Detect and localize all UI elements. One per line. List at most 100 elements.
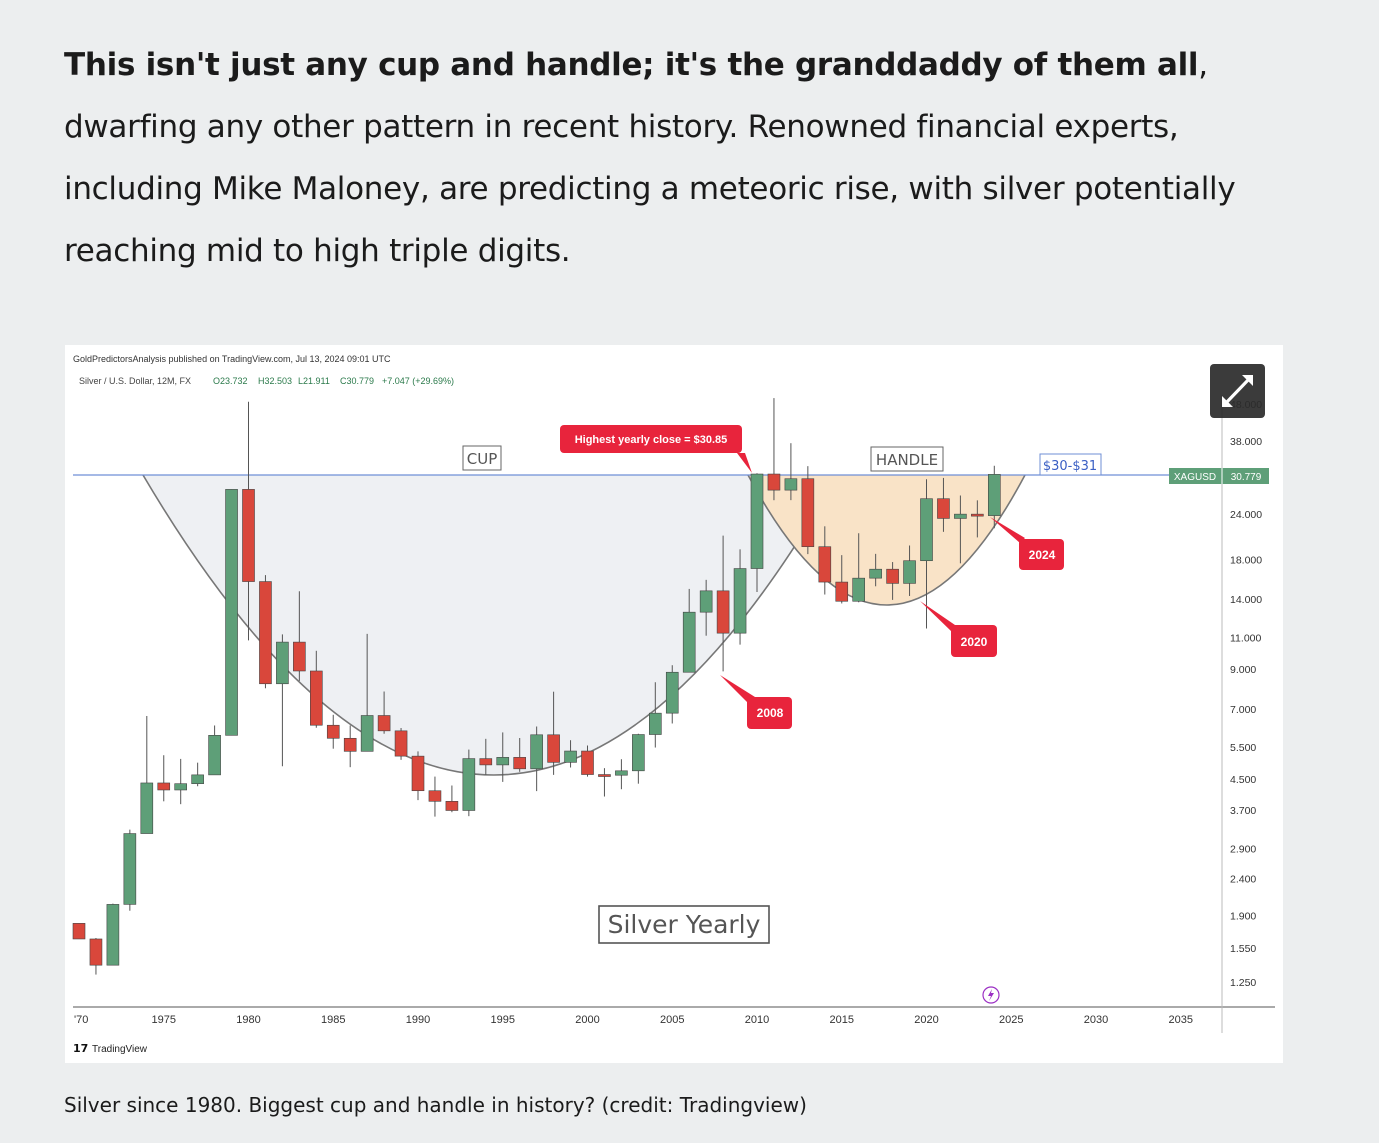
candle-body (89, 938, 103, 966)
candle-body (411, 755, 425, 792)
callout-2020: 2020 (920, 601, 997, 657)
y-tick-label: 3.700 (1230, 805, 1256, 817)
candle-body (648, 712, 662, 735)
chart-card: GoldPredictorsAnalysis published on Trad… (65, 345, 1283, 1063)
candle-1998 (547, 691, 560, 775)
ohlc-change: +7.047 (+29.69%) (382, 376, 454, 386)
candle-body (987, 474, 1001, 516)
candle-1992 (445, 785, 459, 813)
candle-1979 (225, 489, 238, 736)
intro-bold-lead: This isn't just any cup and handle; it's… (64, 47, 1199, 83)
candle-1974 (140, 715, 154, 834)
x-tick-label: 2005 (660, 1014, 684, 1026)
candle-1989 (394, 728, 408, 760)
candle-body (106, 904, 120, 966)
expand-arrows-icon (1222, 375, 1253, 407)
range-label-text: $30-$31 (1043, 459, 1097, 474)
x-tick-label: 1990 (406, 1014, 430, 1026)
candle-body (428, 790, 442, 802)
candle-2012 (784, 443, 798, 501)
cup-label: CUP (462, 445, 502, 471)
candle-body (208, 735, 221, 776)
y-tick-label: 1.550 (1230, 943, 1256, 955)
highest-close-text: Highest yearly close = $30.85 (575, 434, 728, 446)
x-tick-label: 1985 (321, 1014, 345, 1026)
candle-2020 (920, 479, 933, 629)
candle-body (937, 498, 950, 519)
candle-2005 (665, 665, 679, 724)
candle-1971 (89, 938, 103, 975)
x-tick-label: 1995 (491, 1014, 515, 1026)
candle-body (242, 489, 255, 582)
candle-body (394, 730, 408, 757)
y-tick-label: 14.000 (1230, 594, 1262, 606)
candle-2021 (937, 477, 950, 532)
candle-2022 (954, 495, 967, 564)
ohlc-high: H32.503 (258, 376, 292, 386)
y-tick-label: 1.900 (1230, 911, 1256, 923)
y-tick-label: 18.000 (1230, 554, 1262, 566)
candle-2010 (750, 473, 764, 593)
x-tick-label: '70 (74, 1014, 88, 1026)
candle-1977 (191, 762, 204, 787)
y-tick-label: 24.000 (1230, 509, 1262, 521)
price-tag-value: 30.779 (1231, 472, 1262, 483)
candle-body (479, 758, 493, 766)
x-tick-label: 2030 (1084, 1014, 1108, 1026)
candle-1970 (72, 923, 86, 940)
candle-body (140, 782, 154, 834)
candle-1999 (564, 740, 577, 768)
candle-body (903, 560, 916, 584)
candle-body (326, 724, 340, 739)
candle-2004 (648, 682, 662, 748)
candle-1975 (157, 755, 171, 802)
ohlc-open: O23.732 (213, 376, 248, 386)
candle-2007 (699, 579, 713, 636)
candle-body (920, 498, 933, 562)
candle-body (699, 590, 713, 613)
ohlc-low: L21.911 (298, 376, 330, 386)
lightning-icon[interactable] (982, 986, 1000, 1004)
silver-yearly-chart: GoldPredictorsAnalysis published on Trad… (72, 354, 1275, 1055)
candle-body (733, 568, 747, 634)
candle-2018 (886, 562, 899, 600)
candle-body (564, 750, 577, 763)
callout-2008-text: 2008 (757, 706, 784, 720)
handle-label-text: HANDLE (876, 451, 938, 469)
candle-body (157, 782, 171, 791)
candle-body (581, 750, 594, 775)
candle-2003 (632, 733, 645, 784)
intro-rest: , dwarfing any other pattern in recent h… (64, 47, 1236, 269)
y-tick-label: 4.500 (1230, 774, 1256, 786)
tradingview-logo-mark: 17 (73, 1042, 88, 1055)
candle-2017 (869, 553, 882, 587)
candle-2006 (682, 588, 696, 673)
candle-body (462, 758, 476, 811)
price-tag-symbol: XAGUSD (1174, 472, 1216, 483)
candle-1976 (174, 758, 187, 805)
candle-body (716, 590, 730, 634)
candle-2015 (835, 555, 849, 604)
y-tick-label: 2.900 (1230, 844, 1256, 856)
candle-body (632, 734, 645, 772)
x-axis-ticks: '70 1975 1980 1985 1990 1995 2000 2005 2010 2015 2… (74, 1014, 1193, 1026)
candle-body (767, 473, 781, 491)
cup-shape (143, 475, 838, 775)
symbol-info: Silver / U.S. Dollar, 12M, FX (79, 376, 191, 386)
candle-2016 (852, 533, 866, 603)
fullscreen-button[interactable] (1210, 364, 1265, 418)
candle-body (72, 923, 86, 940)
candle-2001 (598, 768, 611, 797)
candle-body (360, 715, 374, 752)
candle-1990 (411, 751, 425, 801)
x-tick-label: 2000 (575, 1014, 599, 1026)
candle-body (801, 478, 815, 548)
ohlc-header: Silver / U.S. Dollar, 12M, FX O23.732 H3… (79, 376, 454, 386)
candle-1995 (496, 732, 510, 782)
ohlc-close: C30.779 (340, 376, 374, 386)
candle-body (259, 581, 272, 685)
callout-2024: 2024 (990, 517, 1064, 570)
candle-body (750, 473, 764, 569)
candle-body (852, 577, 866, 602)
candle-2014 (818, 526, 832, 595)
